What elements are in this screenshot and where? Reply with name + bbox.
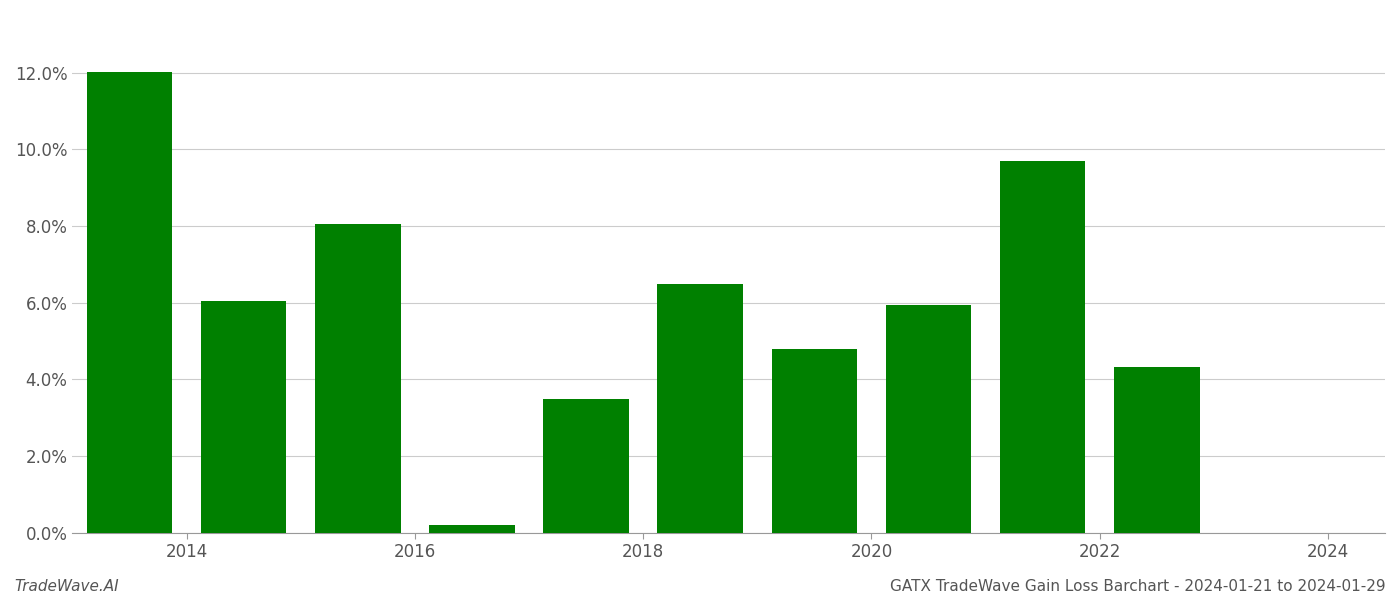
- Bar: [200, 301, 287, 533]
- Bar: [771, 349, 857, 533]
- Bar: [658, 284, 743, 533]
- Bar: [430, 525, 515, 533]
- Text: GATX TradeWave Gain Loss Barchart - 2024-01-21 to 2024-01-29: GATX TradeWave Gain Loss Barchart - 2024…: [890, 579, 1386, 594]
- Bar: [1114, 367, 1200, 533]
- Bar: [886, 305, 972, 533]
- Bar: [87, 72, 172, 533]
- Bar: [543, 399, 629, 533]
- Text: TradeWave.AI: TradeWave.AI: [14, 579, 119, 594]
- Bar: [315, 224, 400, 533]
- Bar: [1000, 161, 1085, 533]
